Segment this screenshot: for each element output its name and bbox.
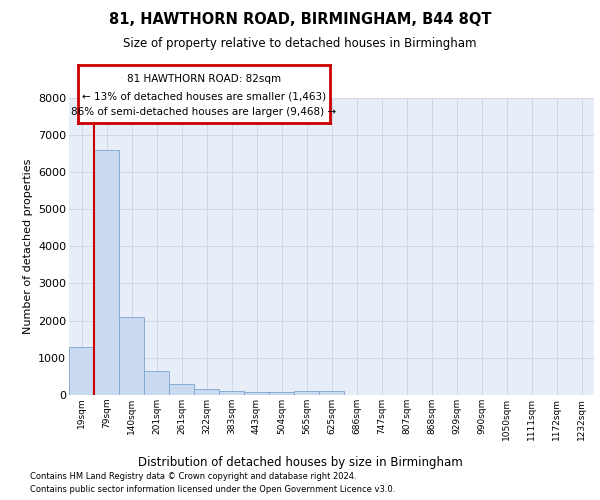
Text: Size of property relative to detached houses in Birmingham: Size of property relative to detached ho… <box>123 38 477 51</box>
Bar <box>244 392 269 395</box>
Bar <box>269 392 294 395</box>
Y-axis label: Number of detached properties: Number of detached properties <box>23 158 32 334</box>
Bar <box>194 390 219 395</box>
Text: Distribution of detached houses by size in Birmingham: Distribution of detached houses by size … <box>137 456 463 469</box>
Bar <box>119 317 144 395</box>
Bar <box>144 371 169 395</box>
Bar <box>294 392 319 395</box>
Bar <box>94 150 119 395</box>
Text: 81 HAWTHORN ROAD: 82sqm: 81 HAWTHORN ROAD: 82sqm <box>127 74 281 84</box>
Bar <box>169 384 194 395</box>
Text: 81, HAWTHORN ROAD, BIRMINGHAM, B44 8QT: 81, HAWTHORN ROAD, BIRMINGHAM, B44 8QT <box>109 12 491 28</box>
Text: ← 13% of detached houses are smaller (1,463): ← 13% of detached houses are smaller (1,… <box>82 91 326 101</box>
Text: Contains public sector information licensed under the Open Government Licence v3: Contains public sector information licen… <box>30 485 395 494</box>
Bar <box>319 392 344 395</box>
Text: 86% of semi-detached houses are larger (9,468) →: 86% of semi-detached houses are larger (… <box>71 107 337 117</box>
Bar <box>219 392 244 395</box>
Text: Contains HM Land Registry data © Crown copyright and database right 2024.: Contains HM Land Registry data © Crown c… <box>30 472 356 481</box>
Bar <box>69 346 94 395</box>
